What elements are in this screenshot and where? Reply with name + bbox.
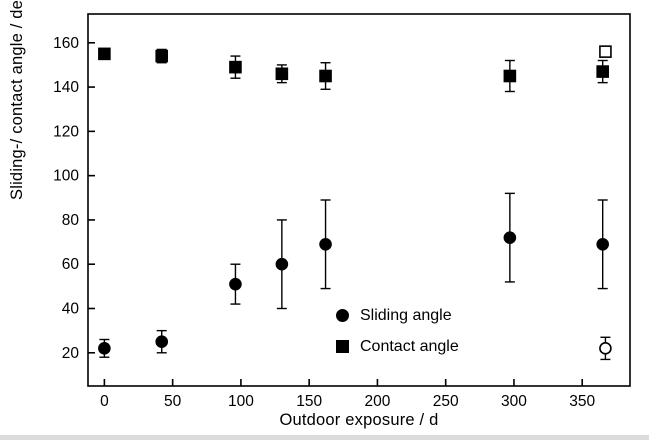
svg-text:60: 60 <box>62 256 80 273</box>
x-axis-label: Outdoor exposure / d <box>279 411 439 429</box>
circle-marker-icon <box>336 309 349 322</box>
svg-text:40: 40 <box>62 301 80 318</box>
svg-text:350: 350 <box>569 393 595 410</box>
svg-text:0: 0 <box>100 393 109 410</box>
legend-label: Contact angle <box>360 337 459 355</box>
legend: Sliding angle Contact angle <box>336 300 459 362</box>
legend-item-sliding-angle: Sliding angle <box>336 300 459 331</box>
svg-text:140: 140 <box>53 79 79 96</box>
square-marker-icon <box>336 340 349 353</box>
svg-text:150: 150 <box>296 393 322 410</box>
legend-label: Sliding angle <box>360 306 452 324</box>
svg-text:100: 100 <box>228 393 254 410</box>
bottom-border-band <box>0 435 649 440</box>
svg-text:120: 120 <box>53 123 79 140</box>
svg-text:250: 250 <box>433 393 459 410</box>
svg-text:200: 200 <box>364 393 390 410</box>
svg-text:160: 160 <box>53 35 79 52</box>
svg-text:300: 300 <box>501 393 527 410</box>
svg-text:80: 80 <box>62 212 80 229</box>
legend-item-contact-angle: Contact angle <box>336 331 459 362</box>
svg-text:100: 100 <box>53 168 79 185</box>
svg-text:20: 20 <box>62 345 80 362</box>
svg-text:50: 50 <box>164 393 182 410</box>
